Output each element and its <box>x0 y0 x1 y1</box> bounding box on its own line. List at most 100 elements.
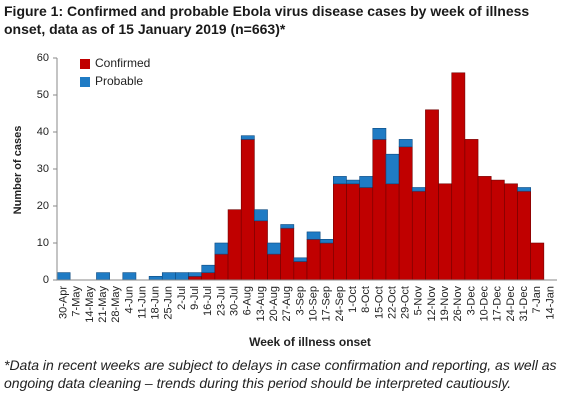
x-tick-label: 26-Nov <box>452 286 464 322</box>
y-tick-label: 20 <box>37 200 49 212</box>
bar <box>530 242 545 281</box>
x-tick-label: 25-Jun <box>163 286 175 320</box>
bar <box>254 209 268 222</box>
bar <box>188 275 203 281</box>
bar <box>227 209 242 281</box>
bar <box>122 272 137 281</box>
legend-swatch <box>80 59 90 69</box>
bar <box>451 72 466 281</box>
bar <box>214 253 229 281</box>
legend-label: Probable <box>95 74 143 88</box>
chart: Number of cases Week of illness onset 0 1… <box>12 52 557 349</box>
bar <box>504 183 518 281</box>
bar <box>214 242 229 255</box>
bar <box>240 135 255 140</box>
x-tick-label: 21-May <box>97 286 109 323</box>
bar <box>477 176 492 281</box>
x-tick-label: 14-May <box>84 286 96 323</box>
bar <box>438 183 453 281</box>
x-tick-label: 2-Jul <box>176 286 188 310</box>
y-tick-label: 10 <box>37 237 49 249</box>
x-tick-label: 8-Oct <box>360 286 372 313</box>
bar <box>517 187 531 192</box>
bar <box>346 179 360 185</box>
bar <box>333 183 347 281</box>
bar <box>425 109 439 281</box>
bar <box>359 187 374 281</box>
x-tick-label: 13-Aug <box>255 286 267 321</box>
bar <box>306 231 321 240</box>
bar <box>385 153 400 185</box>
y-tick-label: 40 <box>37 126 49 138</box>
y-tick-label: 0 <box>43 274 49 286</box>
x-tick-label: 10-Sep <box>307 286 319 321</box>
bar <box>267 242 281 255</box>
bar <box>175 272 189 281</box>
bar <box>96 272 110 281</box>
x-tick-label: 14-Jan <box>544 286 556 320</box>
x-tick-label: 3-Sep <box>294 286 306 315</box>
x-tick-label: 30-Jul <box>229 286 241 316</box>
x-tick-label: 24-Sep <box>334 286 346 321</box>
bar <box>398 139 413 148</box>
x-tick-label: 30-Apr <box>57 286 69 319</box>
x-tick-label: 31-Dec <box>518 286 530 322</box>
chart-title: Figure 1: Confirmed and probable Ebola v… <box>4 3 530 37</box>
y-tick-label: 50 <box>37 89 49 101</box>
x-tick-label: 3-Dec <box>465 286 477 316</box>
bar <box>148 275 163 281</box>
x-axis-label: Week of illness onset <box>249 335 371 349</box>
bar <box>306 239 321 281</box>
x-tick-label: 27-Aug <box>281 286 293 321</box>
bar <box>411 187 426 192</box>
x-tick-label: 11-Jun <box>136 286 148 319</box>
x-tick-label: 4-Jun <box>123 286 135 314</box>
footnote: *Data in recent weeks are subject to del… <box>4 357 557 391</box>
x-tick-label: 6-Aug <box>242 286 254 315</box>
x-tick-label: 24-Dec <box>505 286 517 322</box>
bar <box>333 176 347 185</box>
x-tick-label: 7-Jan <box>531 286 543 314</box>
x-tick-label: 16-Jul <box>202 286 214 316</box>
bar <box>161 272 176 281</box>
x-tick-label: 9-Jul <box>189 286 201 310</box>
x-tick-label: 12-Nov <box>426 286 438 322</box>
bar <box>464 139 479 281</box>
bar <box>385 183 400 281</box>
bar <box>293 261 308 281</box>
x-tick-label: 20-Aug <box>268 286 280 321</box>
bar <box>280 227 295 281</box>
bar <box>201 264 216 273</box>
x-tick-label: 10-Dec <box>479 286 491 322</box>
bar <box>240 139 255 281</box>
bar <box>398 146 413 281</box>
bar <box>254 220 268 281</box>
bar <box>319 239 334 244</box>
y-axis-label: Number of cases <box>12 126 24 215</box>
x-tick-label: 5-Nov <box>413 286 425 316</box>
bar <box>346 183 360 281</box>
bar <box>319 242 334 281</box>
bar <box>56 272 71 281</box>
x-tick-label: 7-May <box>71 286 83 317</box>
bar <box>201 272 216 281</box>
x-tick-label: 29-Oct <box>400 286 412 319</box>
bar <box>280 224 295 229</box>
bar <box>359 176 374 188</box>
bar <box>372 128 387 140</box>
x-tick-label: 17-Sep <box>321 286 333 321</box>
bar <box>267 253 281 281</box>
bar <box>490 179 505 281</box>
x-tick-label: 17-Dec <box>492 286 504 322</box>
bar <box>188 272 203 277</box>
bar <box>517 190 531 281</box>
x-tick-label: 19-Nov <box>439 286 451 322</box>
y-tick-label: 30 <box>37 163 49 175</box>
legend-swatch <box>80 77 90 87</box>
x-tick-label: 18-Jun <box>150 286 162 320</box>
bar <box>293 257 308 262</box>
legend-label: Confirmed <box>95 56 150 70</box>
x-tick-label: 15-Oct <box>373 286 385 319</box>
x-tick-label: 1-Oct <box>347 286 359 313</box>
